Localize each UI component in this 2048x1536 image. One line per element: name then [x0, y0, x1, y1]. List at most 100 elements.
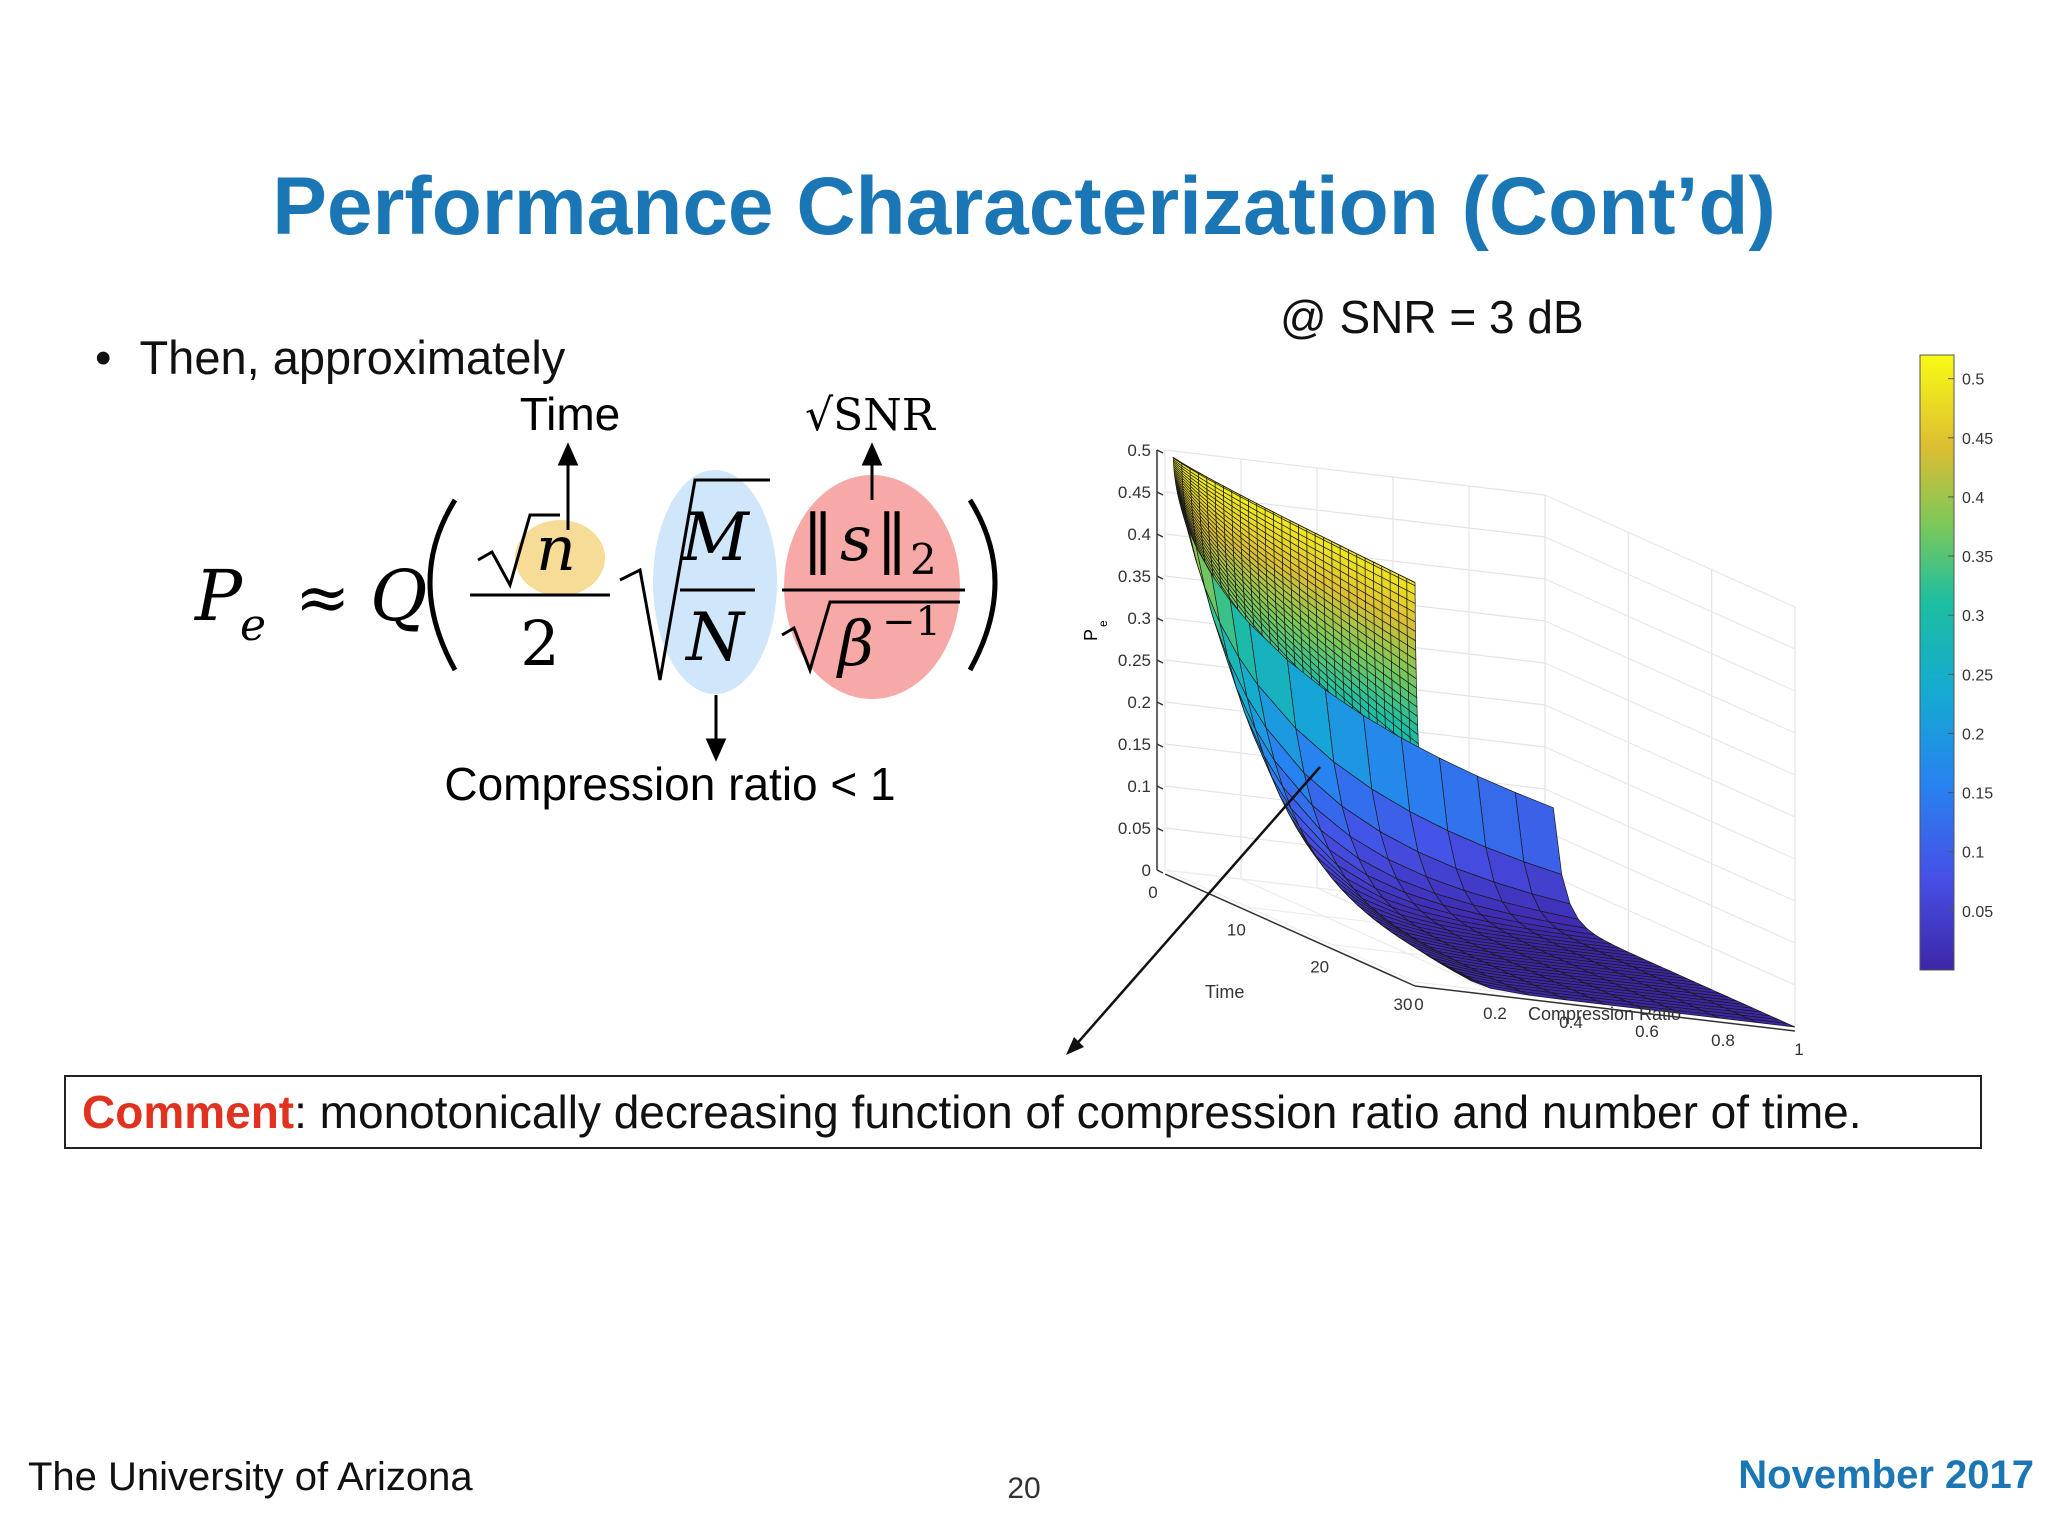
formula-approx: ≈: [295, 559, 350, 636]
sqrt-beta-sign: [781, 600, 960, 675]
grid-line: [1544, 830, 1796, 944]
z-tick: [1156, 785, 1164, 790]
formula-lhs-sub: e: [240, 600, 266, 651]
grid-line: [1544, 746, 1796, 860]
z-tick: [1156, 617, 1164, 622]
z-axis-label: P: [1081, 629, 1101, 641]
surface-patch: [1173, 457, 1182, 464]
compression-arrow-head: [705, 738, 727, 762]
ratio-tick-label: 0.2: [1483, 1004, 1507, 1023]
time-arrow-head: [557, 442, 579, 466]
grid-line: [1544, 872, 1796, 986]
z-tick: [1156, 701, 1164, 706]
z-tick: [1156, 449, 1164, 454]
colorbar-tick-label: 0.15: [1962, 786, 1993, 803]
bullet-item: • Then, approximately: [95, 330, 565, 385]
time-tick-label: 30: [1394, 995, 1413, 1014]
colorbar: 0.05 0.1 0.15 0.2 0.25 0.3 0.35 0.4 0.45 0.5: [1919, 354, 1993, 971]
formula-two: 2: [520, 607, 559, 680]
z-tick: [1156, 743, 1164, 748]
comment-pointer: [1066, 766, 1321, 1055]
formula-s: s: [840, 502, 872, 575]
ratio-tick-label: 1: [1794, 1040, 1803, 1059]
norm-bars-right: ‖: [876, 502, 908, 576]
bullet-text: Then, approximately: [139, 331, 566, 384]
plot-surface: [1172, 456, 1796, 1028]
surface-plot: 00.050.10.150.20.250.30.350.40.450.50102…: [1081, 354, 1993, 1059]
ratio-tick-label: 0.6: [1635, 1022, 1659, 1041]
time-tick-label: 0: [1148, 883, 1157, 902]
surface-patch: [1231, 490, 1241, 496]
snr-arrow-head: [861, 442, 883, 466]
time-axis-line: [1164, 873, 1416, 987]
formula-lhs: P: [193, 555, 244, 637]
pointer-arrow-head: [1066, 1037, 1084, 1055]
colorbar-tick-label: 0.3: [1962, 608, 1984, 625]
colorbar-tick-label: 0.5: [1962, 372, 1984, 389]
z-tick: [1156, 869, 1164, 874]
z-tick: [1156, 491, 1164, 496]
z-axis-label-sub: e: [1096, 620, 1110, 627]
surface-patch: [1348, 549, 1357, 555]
surface-patch: [1373, 561, 1382, 567]
comment-box: Comment: monotonically decreasing functi…: [64, 1075, 1982, 1149]
formula-n: n: [536, 512, 576, 585]
z-tick-label: 0.5: [1127, 441, 1151, 460]
ratio-axis-line: [1414, 985, 1796, 1032]
z-tick: [1156, 575, 1164, 580]
footer-institution: The University of Arizona: [28, 1455, 473, 1499]
grid-line: [1544, 578, 1796, 692]
grid-line: [1544, 704, 1796, 818]
left-paren: [427, 498, 458, 672]
z-tick-label: 0: [1142, 861, 1151, 880]
z-tick-label: 0.1: [1127, 777, 1151, 796]
surface-patch: [1331, 541, 1341, 546]
colorbar-tick-label: 0.05: [1962, 904, 1993, 921]
z-tick: [1156, 827, 1164, 832]
z-tick-label: 0.2: [1127, 693, 1151, 712]
surface-patch: [1273, 511, 1282, 517]
surface-patch: [1306, 528, 1316, 534]
highlight-n: [515, 520, 605, 596]
surface-patch: [1298, 524, 1307, 530]
sqrt-ratio-sign: [619, 478, 770, 681]
formula-beta: β: [836, 607, 874, 680]
footer-date: November 2017: [1738, 1453, 2034, 1497]
grid-line: [1240, 878, 1492, 992]
surface-patch: [1223, 485, 1232, 491]
colorbar-tick-label: 0.1: [1962, 845, 1984, 862]
grid-line: [1544, 536, 1796, 650]
surface-patch: [1281, 515, 1291, 521]
formula-norm-sub: 2: [910, 535, 937, 584]
ratio-tick-label: 0.8: [1711, 1031, 1735, 1050]
formula-q: Q: [370, 555, 427, 637]
pe-formula: Time √SNR Compression ratio < 1 P e ≈ Q …: [193, 388, 998, 810]
page-number: 20: [1007, 1472, 1041, 1505]
x-axis-label: Compression Ratio: [1528, 1004, 1681, 1024]
grid-line: [1544, 494, 1796, 608]
sqrt-n-sign: [477, 513, 560, 589]
z-tick-label: 0.35: [1118, 567, 1151, 586]
highlight-snr: [784, 475, 960, 699]
plot-axes: 00.050.10.150.20.250.30.350.40.450.50102…: [1118, 441, 1804, 1059]
colorbar-tick-label: 0.35: [1962, 549, 1993, 566]
z-tick: [1156, 659, 1164, 664]
grid-line: [1544, 788, 1796, 902]
pointer-line: [1073, 766, 1321, 1048]
z-tick-label: 0.05: [1118, 819, 1151, 838]
surface-patch: [1256, 503, 1266, 509]
highlight-ratio: [653, 470, 777, 694]
z-tick: [1156, 533, 1164, 538]
ratio-tick-label: 0: [1414, 995, 1423, 1014]
norm-bars-left: ‖: [802, 502, 834, 576]
comment-text: : monotonically decreasing function of c…: [294, 1086, 1862, 1138]
colorbar-tick-label: 0.25: [1962, 667, 1993, 684]
z-tick-label: 0.3: [1127, 609, 1151, 628]
z-tick-label: 0.4: [1127, 525, 1151, 544]
colorbar-tick-label: 0.4: [1962, 490, 1984, 507]
ratio-tick-label: 0.4: [1559, 1013, 1583, 1032]
grid-line: [1164, 869, 1416, 983]
time-tick-label: 10: [1227, 920, 1246, 939]
z-tick-label: 0.45: [1118, 483, 1151, 502]
surface-patch: [1381, 565, 1391, 571]
